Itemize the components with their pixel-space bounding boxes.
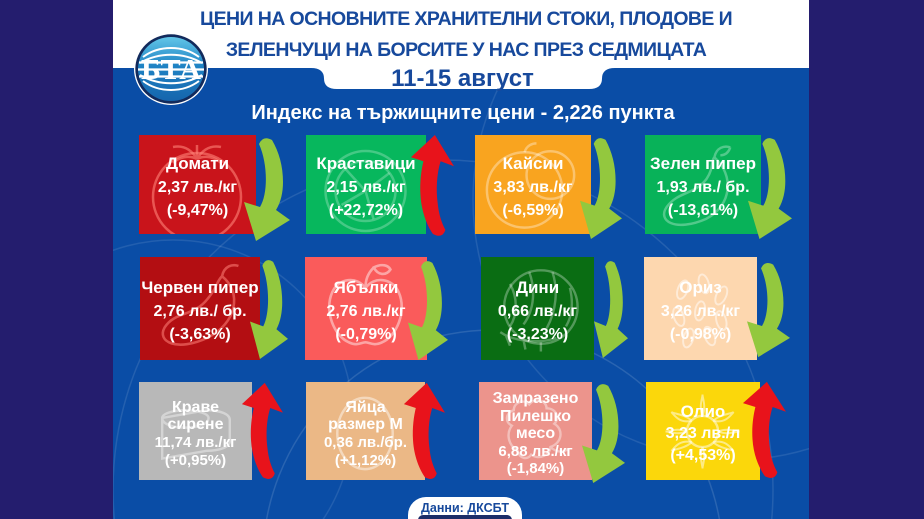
svg-text:БТА: БТА bbox=[141, 54, 201, 86]
